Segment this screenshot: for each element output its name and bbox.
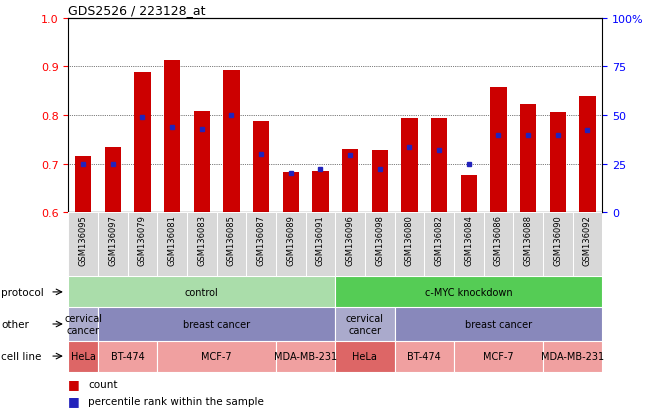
- Bar: [305, 213, 335, 277]
- Text: cervical
cancer: cervical cancer: [64, 313, 102, 335]
- Bar: [193, 112, 210, 213]
- Bar: [98, 213, 128, 277]
- Text: breast cancer: breast cancer: [183, 319, 250, 329]
- Text: percentile rank within the sample: percentile rank within the sample: [88, 396, 264, 406]
- Text: GSM136079: GSM136079: [138, 215, 147, 266]
- Bar: [335, 341, 395, 372]
- Bar: [217, 213, 246, 277]
- Text: GSM136082: GSM136082: [435, 215, 443, 266]
- Bar: [134, 73, 150, 213]
- Text: MCF-7: MCF-7: [201, 351, 232, 361]
- Bar: [283, 173, 299, 213]
- Text: MDA-MB-231: MDA-MB-231: [274, 351, 337, 361]
- Text: other: other: [1, 319, 29, 329]
- Bar: [68, 277, 335, 308]
- Text: protocol: protocol: [1, 287, 44, 297]
- Bar: [276, 341, 335, 372]
- Text: GSM136097: GSM136097: [108, 215, 117, 266]
- Bar: [572, 213, 602, 277]
- Text: GSM136091: GSM136091: [316, 215, 325, 265]
- Bar: [105, 147, 121, 213]
- Text: MDA-MB-231: MDA-MB-231: [541, 351, 604, 361]
- Bar: [98, 341, 158, 372]
- Text: GDS2526 / 223128_at: GDS2526 / 223128_at: [68, 5, 206, 17]
- Bar: [513, 213, 543, 277]
- Bar: [431, 119, 447, 213]
- Text: GSM136088: GSM136088: [523, 215, 533, 266]
- Text: GSM136081: GSM136081: [168, 215, 176, 266]
- Text: GSM136092: GSM136092: [583, 215, 592, 265]
- Text: GSM136080: GSM136080: [405, 215, 414, 266]
- Bar: [335, 308, 395, 341]
- Text: BT-474: BT-474: [408, 351, 441, 361]
- Bar: [543, 341, 602, 372]
- Text: control: control: [185, 287, 219, 297]
- Text: GSM136083: GSM136083: [197, 215, 206, 266]
- Bar: [187, 213, 217, 277]
- Bar: [68, 213, 98, 277]
- Text: MCF-7: MCF-7: [483, 351, 514, 361]
- Text: HeLa: HeLa: [71, 351, 96, 361]
- Bar: [579, 97, 596, 213]
- Bar: [276, 213, 305, 277]
- Bar: [395, 341, 454, 372]
- Text: GSM136090: GSM136090: [553, 215, 562, 265]
- Bar: [490, 88, 506, 213]
- Bar: [246, 213, 276, 277]
- Bar: [335, 213, 365, 277]
- Bar: [223, 71, 240, 213]
- Bar: [454, 341, 543, 372]
- Text: GSM136096: GSM136096: [346, 215, 355, 266]
- Bar: [460, 176, 477, 213]
- Bar: [158, 213, 187, 277]
- Bar: [401, 119, 417, 213]
- Bar: [98, 308, 335, 341]
- Bar: [543, 213, 572, 277]
- Text: GSM136086: GSM136086: [494, 215, 503, 266]
- Text: BT-474: BT-474: [111, 351, 145, 361]
- Text: HeLa: HeLa: [352, 351, 378, 361]
- Text: GSM136098: GSM136098: [375, 215, 384, 266]
- Text: c-MYC knockdown: c-MYC knockdown: [425, 287, 512, 297]
- Text: ■: ■: [68, 377, 80, 391]
- Bar: [424, 213, 454, 277]
- Bar: [549, 113, 566, 213]
- Bar: [372, 151, 388, 213]
- Text: count: count: [88, 379, 117, 389]
- Bar: [253, 121, 270, 213]
- Bar: [164, 61, 180, 213]
- Bar: [312, 171, 329, 213]
- Bar: [365, 213, 395, 277]
- Bar: [68, 308, 98, 341]
- Text: GSM136095: GSM136095: [79, 215, 88, 265]
- Bar: [395, 213, 424, 277]
- Bar: [75, 157, 91, 213]
- Bar: [395, 308, 602, 341]
- Text: GSM136084: GSM136084: [464, 215, 473, 266]
- Bar: [335, 277, 602, 308]
- Bar: [520, 105, 536, 213]
- Text: cell line: cell line: [1, 351, 42, 361]
- Bar: [454, 213, 484, 277]
- Bar: [128, 213, 158, 277]
- Bar: [68, 341, 98, 372]
- Text: GSM136087: GSM136087: [256, 215, 266, 266]
- Bar: [342, 150, 358, 213]
- Text: cervical
cancer: cervical cancer: [346, 313, 384, 335]
- Bar: [158, 341, 276, 372]
- Text: GSM136089: GSM136089: [286, 215, 296, 266]
- Text: ■: ■: [68, 394, 80, 407]
- Text: breast cancer: breast cancer: [465, 319, 532, 329]
- Bar: [484, 213, 513, 277]
- Text: GSM136085: GSM136085: [227, 215, 236, 266]
